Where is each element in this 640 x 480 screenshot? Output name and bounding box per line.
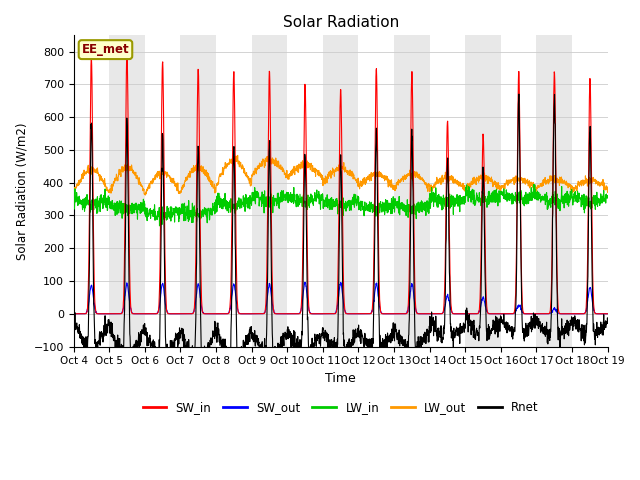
Bar	[109, 36, 145, 347]
X-axis label: Time: Time	[325, 372, 356, 385]
Bar	[323, 36, 358, 347]
Bar	[429, 36, 465, 347]
Bar	[180, 36, 216, 347]
Bar	[358, 36, 394, 347]
Bar	[394, 36, 429, 347]
Bar	[536, 36, 572, 347]
Bar	[216, 36, 252, 347]
Bar	[252, 36, 287, 347]
Bar	[465, 36, 501, 347]
Legend: SW_in, SW_out, LW_in, LW_out, Rnet: SW_in, SW_out, LW_in, LW_out, Rnet	[138, 396, 543, 419]
Bar	[608, 36, 640, 347]
Bar	[145, 36, 180, 347]
Text: EE_met: EE_met	[82, 43, 129, 56]
Bar	[287, 36, 323, 347]
Bar	[501, 36, 536, 347]
Title: Solar Radiation: Solar Radiation	[282, 15, 399, 30]
Bar	[74, 36, 109, 347]
Y-axis label: Solar Radiation (W/m2): Solar Radiation (W/m2)	[15, 122, 28, 260]
Bar	[572, 36, 608, 347]
